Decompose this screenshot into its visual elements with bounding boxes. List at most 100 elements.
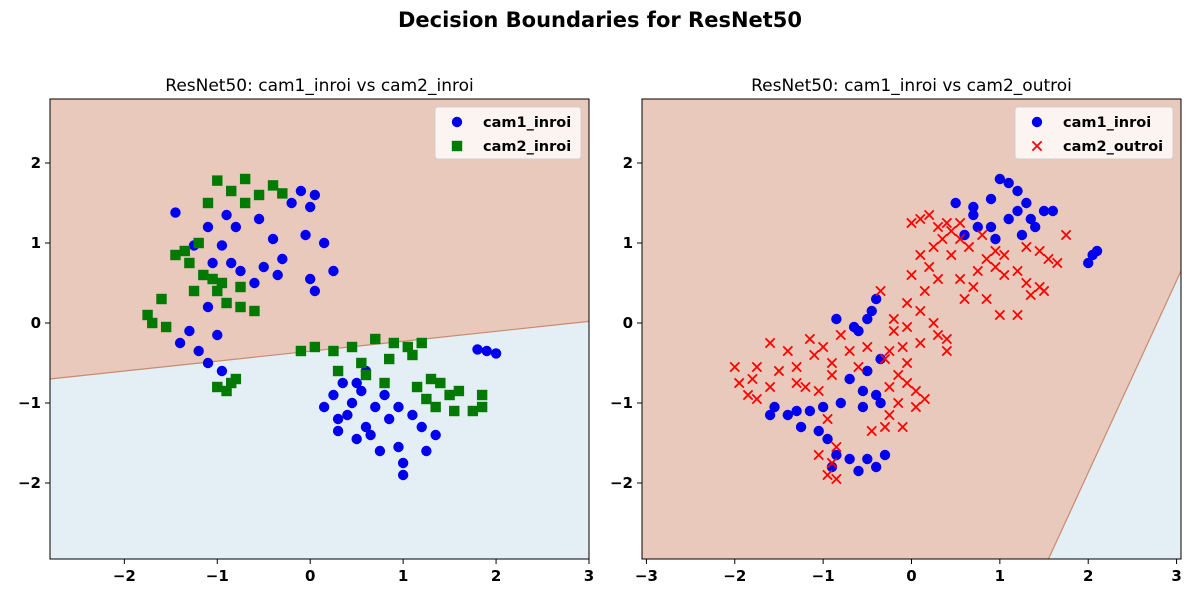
data-point	[1025, 289, 1037, 301]
data-point	[835, 329, 847, 341]
data-point	[941, 345, 953, 357]
data-point	[981, 253, 992, 265]
data-point	[216, 240, 228, 251]
data-point	[817, 401, 829, 413]
x-tick-label: −3	[635, 567, 658, 585]
data-point	[919, 285, 930, 297]
data-point	[374, 445, 386, 457]
data-point	[817, 341, 829, 353]
data-point	[804, 405, 816, 417]
data-point	[239, 197, 251, 209]
data-point	[402, 341, 413, 353]
chart-panel-2: −3 −2 −1 0 1 2 3 −2 −1 0 1 2 ResNet50: cam1_inroi vs…	[610, 76, 1182, 585]
data-point	[202, 197, 214, 209]
data-point	[985, 193, 997, 205]
data-point	[212, 175, 223, 186]
data-point	[862, 365, 873, 377]
data-point	[425, 373, 437, 385]
data-point	[305, 273, 316, 285]
data-point	[844, 453, 855, 465]
plot-frame	[49, 98, 590, 560]
data-point	[346, 341, 358, 353]
data-point	[351, 433, 362, 445]
data-point	[328, 265, 339, 277]
data-point	[235, 265, 246, 277]
data-point	[976, 229, 988, 241]
data-point	[142, 309, 153, 321]
data-point	[309, 341, 321, 353]
legend-marker	[1031, 116, 1043, 128]
data-point	[764, 337, 776, 349]
y-tick-label: 1	[31, 234, 41, 252]
series-cam1_inroi	[170, 185, 502, 481]
data-point	[751, 393, 763, 405]
data-point	[1052, 257, 1063, 269]
data-point	[365, 429, 376, 441]
data-point	[733, 377, 745, 389]
data-point	[328, 389, 339, 401]
data-point	[212, 381, 223, 393]
data-point	[937, 233, 948, 245]
data-point	[1083, 257, 1094, 269]
chart-title: ResNet50: cam1_inroi vs cam2_outroi	[751, 76, 1072, 96]
decision-region-lower	[50, 321, 589, 559]
data-point	[249, 305, 260, 317]
data-point	[782, 345, 794, 357]
data-point	[179, 245, 190, 257]
data-point	[923, 209, 935, 221]
data-point	[249, 277, 260, 289]
x-tick-label: 3	[584, 567, 594, 585]
data-point	[901, 377, 913, 389]
data-point	[416, 337, 427, 349]
data-point	[875, 285, 886, 297]
data-point	[932, 221, 944, 233]
data-point	[941, 217, 953, 229]
data-point	[954, 273, 966, 285]
data-point	[337, 377, 348, 389]
data-point	[751, 361, 763, 373]
data-point	[267, 233, 279, 245]
data-point	[831, 449, 842, 461]
data-point	[844, 373, 855, 385]
data-point	[212, 329, 223, 341]
data-point	[782, 409, 793, 421]
data-point	[875, 397, 886, 409]
data-point	[342, 409, 353, 421]
data-point	[421, 393, 432, 405]
data-point	[968, 281, 979, 293]
data-point	[870, 389, 882, 401]
data-point	[915, 249, 926, 261]
data-point	[360, 369, 372, 381]
data-point	[258, 261, 269, 273]
data-point	[476, 389, 488, 401]
data-point	[267, 180, 279, 191]
data-point	[328, 345, 339, 357]
data-point	[277, 188, 288, 199]
data-point	[318, 237, 330, 249]
data-point	[295, 185, 307, 197]
data-point	[968, 201, 979, 213]
data-point	[990, 233, 1001, 245]
data-point	[1047, 205, 1059, 217]
x-tick-label: 1	[995, 567, 1005, 585]
data-point	[202, 357, 214, 369]
data-point	[928, 317, 939, 329]
data-point	[906, 269, 917, 281]
data-point	[857, 401, 869, 413]
data-point	[467, 405, 479, 417]
data-point	[791, 361, 802, 373]
legend-marker	[1031, 140, 1043, 152]
data-point	[853, 361, 864, 373]
data-point	[277, 253, 288, 265]
data-point	[835, 397, 847, 409]
data-point	[1030, 221, 1041, 233]
data-point	[430, 401, 441, 413]
data-point	[1021, 241, 1032, 253]
data-point	[207, 257, 218, 269]
data-point	[826, 369, 838, 381]
data-point	[1021, 197, 1032, 209]
data-point	[156, 293, 167, 305]
y-tick-label: −2	[18, 474, 41, 492]
data-point	[226, 257, 237, 269]
data-point	[1025, 213, 1036, 225]
